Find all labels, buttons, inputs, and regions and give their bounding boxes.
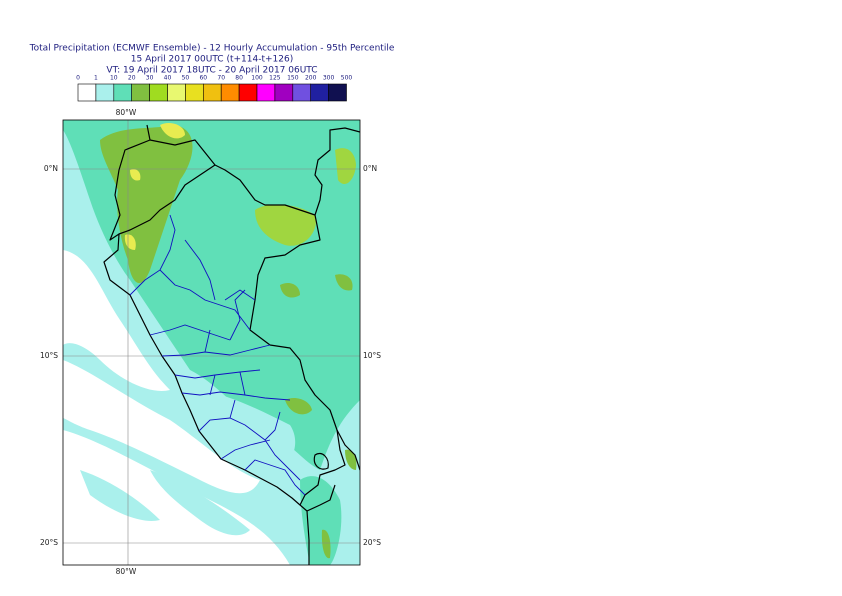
- legend-label: 20: [128, 75, 136, 82]
- peak-area: [160, 123, 185, 139]
- legend-swatch: [256, 83, 276, 102]
- legend: 0 1 10 20 30 40 50 60 70 80 100 125 150 200 300 500: [76, 75, 352, 102]
- map-frame: [62, 119, 361, 566]
- legend-label: 50: [182, 75, 190, 82]
- legend-swatch: [274, 83, 294, 102]
- border: [149, 139, 346, 506]
- title-line: VT: 19 April 2017 18UTC - 20 April 2017 …: [106, 66, 317, 76]
- legend-swatch: [292, 83, 311, 102]
- legend-label: 125: [269, 75, 281, 82]
- heavy-area: [100, 125, 193, 284]
- legend-swatch: [328, 83, 347, 102]
- legend-swatch: [238, 83, 258, 102]
- legend-swatch: [203, 83, 222, 102]
- legend-label: 40: [164, 75, 172, 82]
- lat-label: 20°S: [363, 538, 381, 547]
- legend-label: 0: [76, 75, 80, 82]
- legend-label: 500: [341, 75, 353, 82]
- map-field: [63, 120, 360, 565]
- heavy-area: [335, 148, 356, 185]
- legend-label: 150: [287, 75, 299, 82]
- legend-label: 300: [323, 75, 335, 82]
- legend-label: 60: [199, 75, 207, 82]
- title-line: Total Precipitation (ECMWF Ensemble) - 1…: [29, 44, 395, 54]
- province-border: [129, 214, 306, 496]
- wet-area: [150, 470, 250, 536]
- lat-label: 10°S: [363, 351, 381, 360]
- lat-label: 0°N: [44, 164, 58, 173]
- legend-swatch: [167, 83, 186, 102]
- heavy-area: [285, 398, 312, 415]
- border: [306, 484, 336, 512]
- border: [118, 164, 216, 235]
- heavy-area: [280, 283, 300, 298]
- axis-labels: 80°W 80°W 0°N 0°N 10°S 10°S 20°S 20°S: [40, 108, 381, 576]
- legend-swatch: [131, 83, 150, 102]
- legend-swatch: [113, 83, 133, 102]
- heavy-area: [255, 204, 316, 246]
- title-line: 15 April 2017 00UTC (t+114-t+126): [131, 55, 293, 65]
- dry-area: [63, 360, 260, 494]
- legend-label: 10: [110, 75, 118, 82]
- heavy-area: [345, 449, 357, 470]
- heavy-area: [321, 529, 331, 559]
- legend-swatch: [95, 83, 115, 102]
- peak-area: [124, 234, 136, 250]
- legend-swatch: [310, 83, 329, 102]
- wet-area: [80, 470, 160, 521]
- lon-label: 80°W: [116, 567, 137, 576]
- legend-swatch: [185, 83, 204, 102]
- border: [314, 127, 360, 216]
- legend-label: 70: [217, 75, 225, 82]
- legend-label: 30: [146, 75, 154, 82]
- title-block: Total Precipitation (ECMWF Ensemble) - 1…: [29, 44, 395, 76]
- heavy-area: [335, 274, 353, 291]
- legend-swatch: [77, 83, 97, 102]
- lat-label: 20°S: [40, 538, 58, 547]
- legend-swatch: [220, 83, 240, 102]
- legend-label: 1: [94, 75, 98, 82]
- legend-swatch: [149, 83, 168, 102]
- lon-label: 80°W: [116, 108, 137, 117]
- legend-label: 80: [235, 75, 243, 82]
- wet-area: [198, 390, 296, 470]
- legend-label: 200: [305, 75, 317, 82]
- border: [336, 429, 360, 471]
- lake: [313, 452, 329, 470]
- peak-area: [130, 169, 141, 181]
- legend-label: 100: [251, 75, 263, 82]
- lat-label: 10°S: [40, 351, 58, 360]
- lat-label: 0°N: [363, 164, 377, 173]
- dry-area: [63, 250, 170, 391]
